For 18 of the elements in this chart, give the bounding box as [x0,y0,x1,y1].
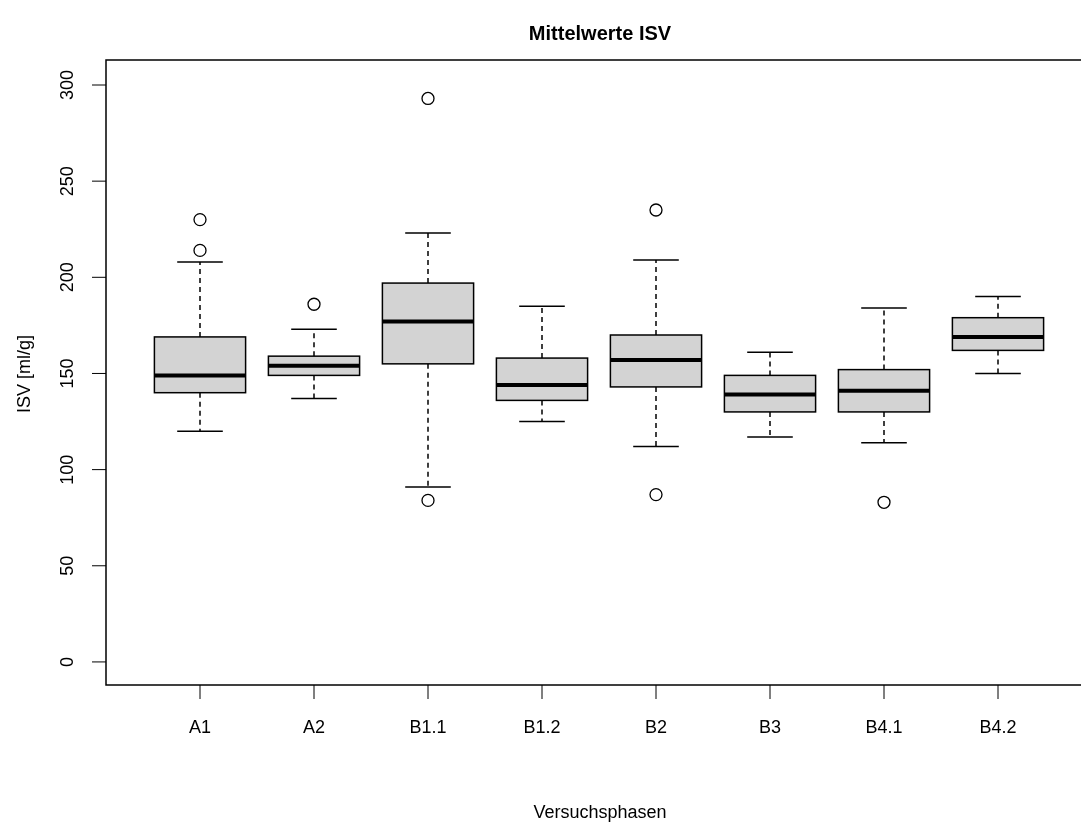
x-tick-label: B3 [758,717,782,737]
x-tick-label: B4.1 [865,717,903,737]
x-tick-label: B2 [644,717,668,737]
chart-title: Mittelwerte ISV [528,22,672,44]
y-tick-label: 250 [56,166,77,197]
y-tick-label: 100 [56,454,77,485]
y-tick-label: 50 [56,555,77,576]
x-tick-label: B4.2 [979,717,1017,737]
x-axis-title: Versuchsphasen [533,802,667,822]
y-tick-label: 150 [56,358,77,389]
x-tick-label: A2 [302,717,326,737]
x-tick-label: B1.2 [523,717,561,737]
y-tick-label: 200 [56,262,77,293]
y-tick-label: 0 [56,656,77,667]
x-tick-label: B1.1 [409,717,447,737]
y-tick-label: 300 [56,69,77,101]
x-tick-label: A1 [188,717,212,737]
y-axis-title: ISV [ml/g] [14,334,34,414]
